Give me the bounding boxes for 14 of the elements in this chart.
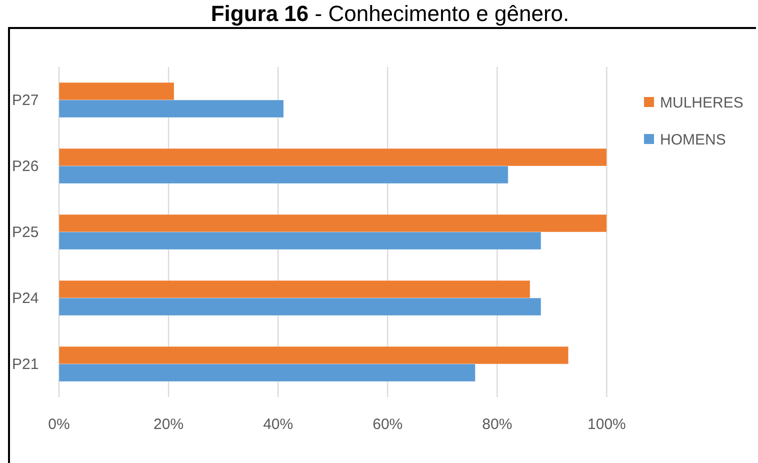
y-tick-label: P27 bbox=[12, 92, 39, 109]
y-tick-label: P24 bbox=[12, 290, 39, 307]
y-tick-label: P21 bbox=[12, 356, 39, 373]
legend-label: MULHERES bbox=[660, 94, 744, 112]
y-tick-label: P25 bbox=[12, 224, 39, 241]
x-tick-label: 0% bbox=[48, 416, 70, 433]
x-tick-label: 60% bbox=[372, 416, 403, 433]
y-tick-label: P26 bbox=[12, 158, 39, 175]
x-tick-label: 20% bbox=[154, 416, 184, 433]
chart-title: Figura 16 - Conhecimento e gênero. bbox=[210, 1, 570, 26]
legend-label: HOMENS bbox=[660, 131, 726, 148]
x-tick-label: 80% bbox=[482, 416, 512, 433]
x-tick-label: 100% bbox=[588, 416, 626, 433]
x-tick-label: 40% bbox=[263, 416, 294, 433]
